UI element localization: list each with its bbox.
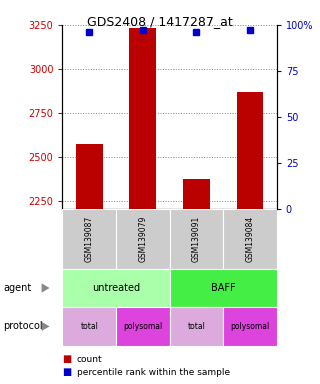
Text: polysomal: polysomal xyxy=(230,322,270,331)
Text: GSM139091: GSM139091 xyxy=(192,216,201,262)
Text: ■: ■ xyxy=(62,367,72,377)
Text: BAFF: BAFF xyxy=(211,283,236,293)
Text: percentile rank within the sample: percentile rank within the sample xyxy=(77,368,230,377)
Text: untreated: untreated xyxy=(92,283,140,293)
Text: protocol: protocol xyxy=(3,321,43,331)
Bar xyxy=(223,209,277,269)
Bar xyxy=(170,209,223,269)
Text: count: count xyxy=(77,354,102,364)
Text: GDS2408 / 1417287_at: GDS2408 / 1417287_at xyxy=(87,15,233,28)
Bar xyxy=(236,92,263,209)
Text: GSM139087: GSM139087 xyxy=(85,216,94,262)
Bar xyxy=(223,307,277,346)
Text: total: total xyxy=(80,322,98,331)
Bar xyxy=(116,307,170,346)
Bar xyxy=(62,209,116,269)
Text: GSM139084: GSM139084 xyxy=(245,216,254,262)
Bar xyxy=(129,28,156,209)
Polygon shape xyxy=(42,322,50,331)
Text: GSM139079: GSM139079 xyxy=(138,216,147,262)
Text: total: total xyxy=(188,322,205,331)
Bar xyxy=(62,269,170,307)
Bar xyxy=(116,209,170,269)
Text: polysomal: polysomal xyxy=(123,322,163,331)
Polygon shape xyxy=(42,283,50,293)
Bar xyxy=(62,307,116,346)
Text: ■: ■ xyxy=(62,354,72,364)
Text: agent: agent xyxy=(3,283,31,293)
Bar xyxy=(170,269,277,307)
Bar xyxy=(76,144,103,209)
Bar xyxy=(183,179,210,209)
Bar xyxy=(170,307,223,346)
